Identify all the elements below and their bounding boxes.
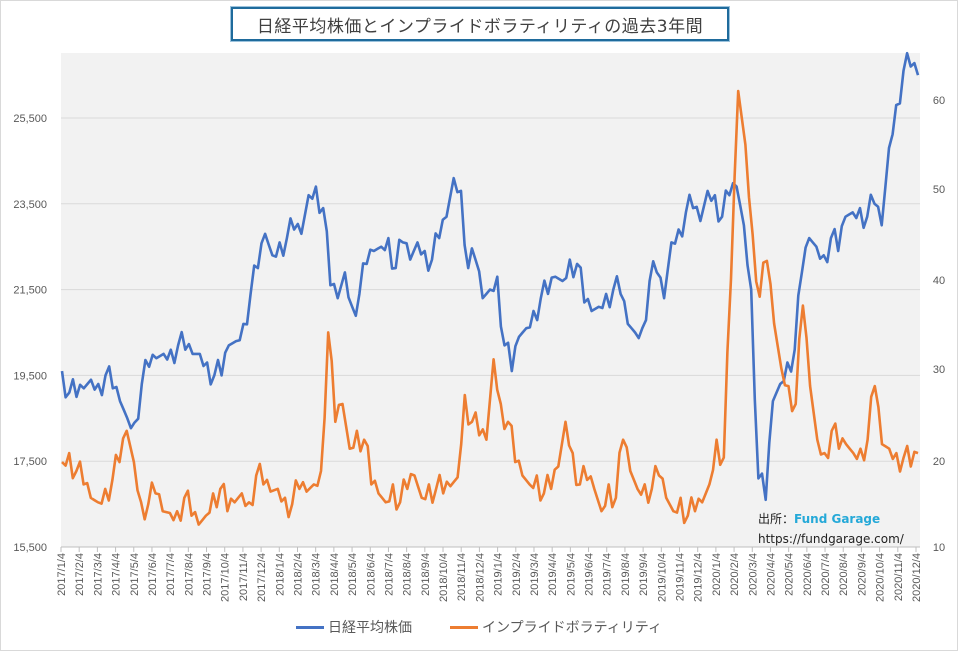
x-tick-label: 2019/4/4 bbox=[547, 553, 559, 596]
x-tick-label: 2017/8/4 bbox=[183, 553, 195, 596]
x-axis: 2017/1/4 2017/2/4 2017/3/4 2017/4/4 2017/5/4… bbox=[56, 546, 923, 602]
x-tick-label: 2017/6/4 bbox=[147, 553, 159, 596]
y-tick-label-left: 15,500 bbox=[13, 542, 47, 554]
x-tick-label: 2017/9/4 bbox=[202, 553, 214, 596]
x-tick-label: 2017/2/4 bbox=[74, 553, 86, 596]
y-tick-label-left: 19,500 bbox=[13, 370, 47, 382]
x-tick-label: 2018/8/4 bbox=[402, 553, 414, 596]
x-tick-label: 2017/7/4 bbox=[165, 553, 177, 596]
x-tick-label: 2020/4/4 bbox=[765, 553, 777, 596]
x-tick-label: 2017/1/4 bbox=[56, 553, 68, 596]
legend: 日経平均株価 インプライドボラティリティ bbox=[0, 617, 958, 637]
source-url[interactable]: https://fundgarage.com/ bbox=[758, 532, 904, 546]
x-tick-label: 2020/10/4 bbox=[875, 553, 887, 602]
x-tick-label: 2019/6/4 bbox=[584, 553, 596, 596]
legend-swatch-vol bbox=[450, 625, 479, 629]
x-tick-label: 2018/11/4 bbox=[456, 553, 468, 601]
series-group bbox=[60, 51, 920, 526]
x-tick-label: 2019/7/4 bbox=[602, 553, 614, 596]
source-credit: 出所：Fund Garage bbox=[758, 510, 880, 527]
y-tick-label-right: 10 bbox=[933, 542, 945, 554]
x-tick-label: 2020/8/4 bbox=[838, 553, 850, 596]
x-tick-label: 2017/12/4 bbox=[256, 553, 268, 602]
legend-swatch-nikkei bbox=[296, 625, 325, 629]
x-tick-label: 2019/5/4 bbox=[565, 553, 577, 596]
y-tick-label-right: 50 bbox=[933, 184, 945, 196]
x-tick-label: 2018/5/4 bbox=[347, 553, 359, 596]
chart-title-box: 日経平均株価とインプライドボラティリティの過去3年間 bbox=[231, 7, 729, 41]
x-tick-label: 2019/3/4 bbox=[529, 553, 541, 596]
y-tick-label-left: 25,500 bbox=[13, 113, 47, 125]
x-tick-label: 2017/5/4 bbox=[129, 553, 141, 596]
x-tick-label: 2019/9/4 bbox=[638, 553, 650, 596]
x-tick-label: 2020/7/4 bbox=[820, 553, 832, 596]
x-tick-label: 2020/12/4 bbox=[911, 553, 923, 602]
legend-item-nikkei[interactable]: 日経平均株価 bbox=[296, 617, 412, 637]
x-tick-label: 2020/9/4 bbox=[856, 553, 868, 596]
x-tick-label: 2019/8/4 bbox=[620, 553, 632, 596]
legend-item-vol[interactable]: インプライドボラティリティ bbox=[450, 617, 662, 637]
series-line-vol bbox=[61, 89, 919, 526]
x-tick-label: 2020/1/4 bbox=[711, 553, 723, 596]
x-tick-label: 2020/11/4 bbox=[893, 553, 905, 601]
x-tick-label: 2019/2/4 bbox=[511, 553, 523, 596]
y-axis-right: 10 20 30 40 50 60 bbox=[933, 95, 945, 554]
x-tick-label: 2018/6/4 bbox=[365, 553, 377, 596]
x-tick-label: 2019/12/4 bbox=[693, 553, 705, 602]
x-tick-label: 2018/2/4 bbox=[292, 553, 304, 596]
x-tick-label: 2020/2/4 bbox=[729, 553, 741, 596]
x-tick-label: 2020/6/4 bbox=[802, 553, 814, 596]
source-brand: Fund Garage bbox=[794, 512, 881, 526]
plot-area bbox=[61, 53, 920, 547]
x-tick-label: 2020/3/4 bbox=[747, 553, 759, 596]
x-tick-label: 2018/3/4 bbox=[311, 553, 323, 596]
y-tick-label-left: 21,500 bbox=[13, 285, 47, 297]
x-tick-label: 2018/9/4 bbox=[420, 553, 432, 596]
x-tick-label: 2018/7/4 bbox=[383, 553, 395, 596]
source-label: 出所： bbox=[758, 512, 795, 526]
x-tick-label: 2018/1/4 bbox=[274, 553, 286, 596]
x-tick-label: 2019/10/4 bbox=[656, 553, 668, 602]
y-tick-label-right: 20 bbox=[933, 456, 945, 468]
x-tick-label: 2017/4/4 bbox=[111, 553, 123, 596]
y-tick-label-left: 23,500 bbox=[13, 199, 47, 211]
x-tick-label: 2017/11/4 bbox=[238, 553, 250, 601]
x-tick-label: 2017/10/4 bbox=[220, 553, 232, 602]
x-tick-label: 2017/3/4 bbox=[92, 553, 104, 596]
legend-label-vol: インプライドボラティリティ bbox=[482, 620, 662, 636]
y-tick-label-left: 17,500 bbox=[13, 456, 47, 468]
x-tick-label: 2018/4/4 bbox=[329, 553, 341, 596]
x-tick-label: 2020/5/4 bbox=[784, 553, 796, 596]
y-tick-label-right: 40 bbox=[933, 275, 945, 287]
chart-title: 日経平均株価とインプライドボラティリティの過去3年間 bbox=[256, 16, 704, 37]
x-tick-label: 2018/12/4 bbox=[474, 553, 486, 602]
x-tick-label: 2019/1/4 bbox=[493, 553, 505, 596]
y-tick-label-right: 60 bbox=[933, 95, 945, 107]
legend-label-nikkei: 日経平均株価 bbox=[328, 620, 413, 636]
y-axis-left: 15,500 17,500 19,500 21,500 23,500 25,500 bbox=[13, 113, 47, 554]
x-tick-label: 2019/11/4 bbox=[675, 553, 687, 601]
x-tick-label: 2018/10/4 bbox=[438, 553, 450, 602]
y-tick-label-right: 30 bbox=[933, 364, 945, 376]
